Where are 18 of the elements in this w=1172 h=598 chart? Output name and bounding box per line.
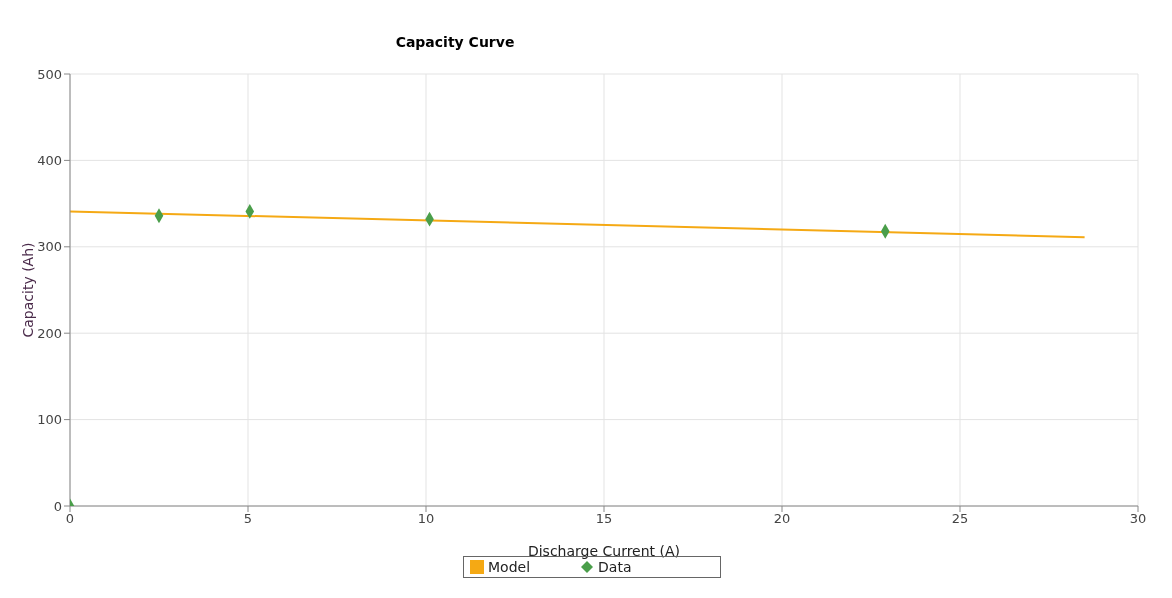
y-tick-label: 0	[53, 498, 62, 514]
y-axis-title: Capacity (Ah)	[19, 242, 36, 338]
legend-label: Model	[487, 559, 531, 575]
x-tick-label: 10	[417, 511, 435, 527]
y-tick-label: 400	[37, 153, 62, 169]
x-tick-label: 0	[65, 511, 75, 527]
chart-title: Capacity Curve	[394, 34, 516, 50]
x-tick-label: 20	[773, 511, 791, 527]
y-tick-label: 200	[37, 325, 62, 341]
x-tick-label: 15	[595, 511, 613, 527]
y-tick-label: 100	[37, 412, 62, 428]
x-tick-label: 25	[951, 511, 969, 527]
y-tick-label: 300	[37, 239, 62, 255]
x-tick-label: 5	[243, 511, 253, 527]
legend-label: Data	[597, 559, 632, 575]
x-axis-title: Discharge Current (A)	[527, 543, 681, 559]
y-tick-label: 500	[37, 66, 62, 82]
x-tick-label: 30	[1129, 511, 1147, 527]
